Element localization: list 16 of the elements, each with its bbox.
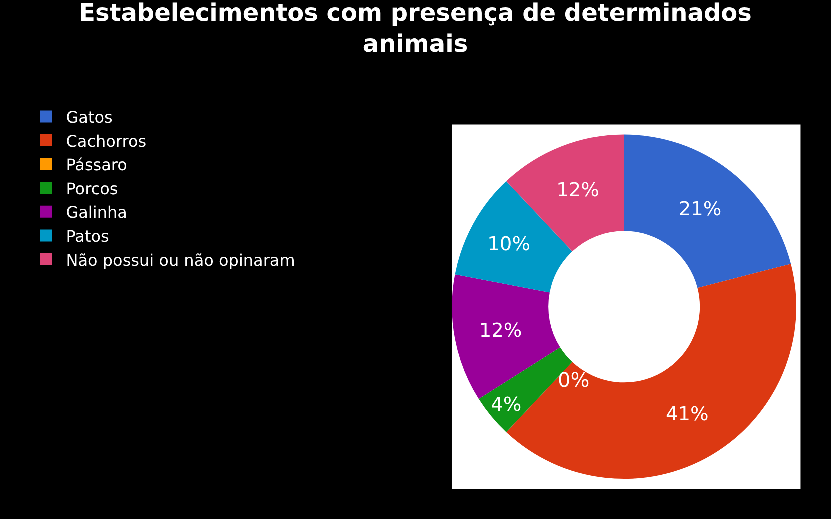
data-label: 10% — [488, 232, 530, 256]
data-label: 4% — [491, 393, 522, 416]
data-label: 21% — [678, 198, 722, 221]
legend-label: Porcos — [66, 179, 118, 198]
legend-label: Gatos — [66, 108, 113, 127]
data-label: 12% — [556, 178, 600, 202]
data-label: 41% — [666, 402, 709, 426]
legend-label: Galinha — [66, 203, 128, 222]
legend-label: Cachorros — [66, 132, 147, 151]
donut-slice — [624, 134, 792, 288]
legend-label: Patos — [66, 226, 110, 246]
data-label: 12% — [479, 319, 522, 342]
legend-label: Pássaro — [66, 156, 128, 175]
legend-label: Não possui ou não opinaram — [66, 250, 296, 270]
chart-title: Estabelecimentos com presença de determinados animais — [79, 0, 752, 58]
text: 0% — [558, 368, 590, 392]
